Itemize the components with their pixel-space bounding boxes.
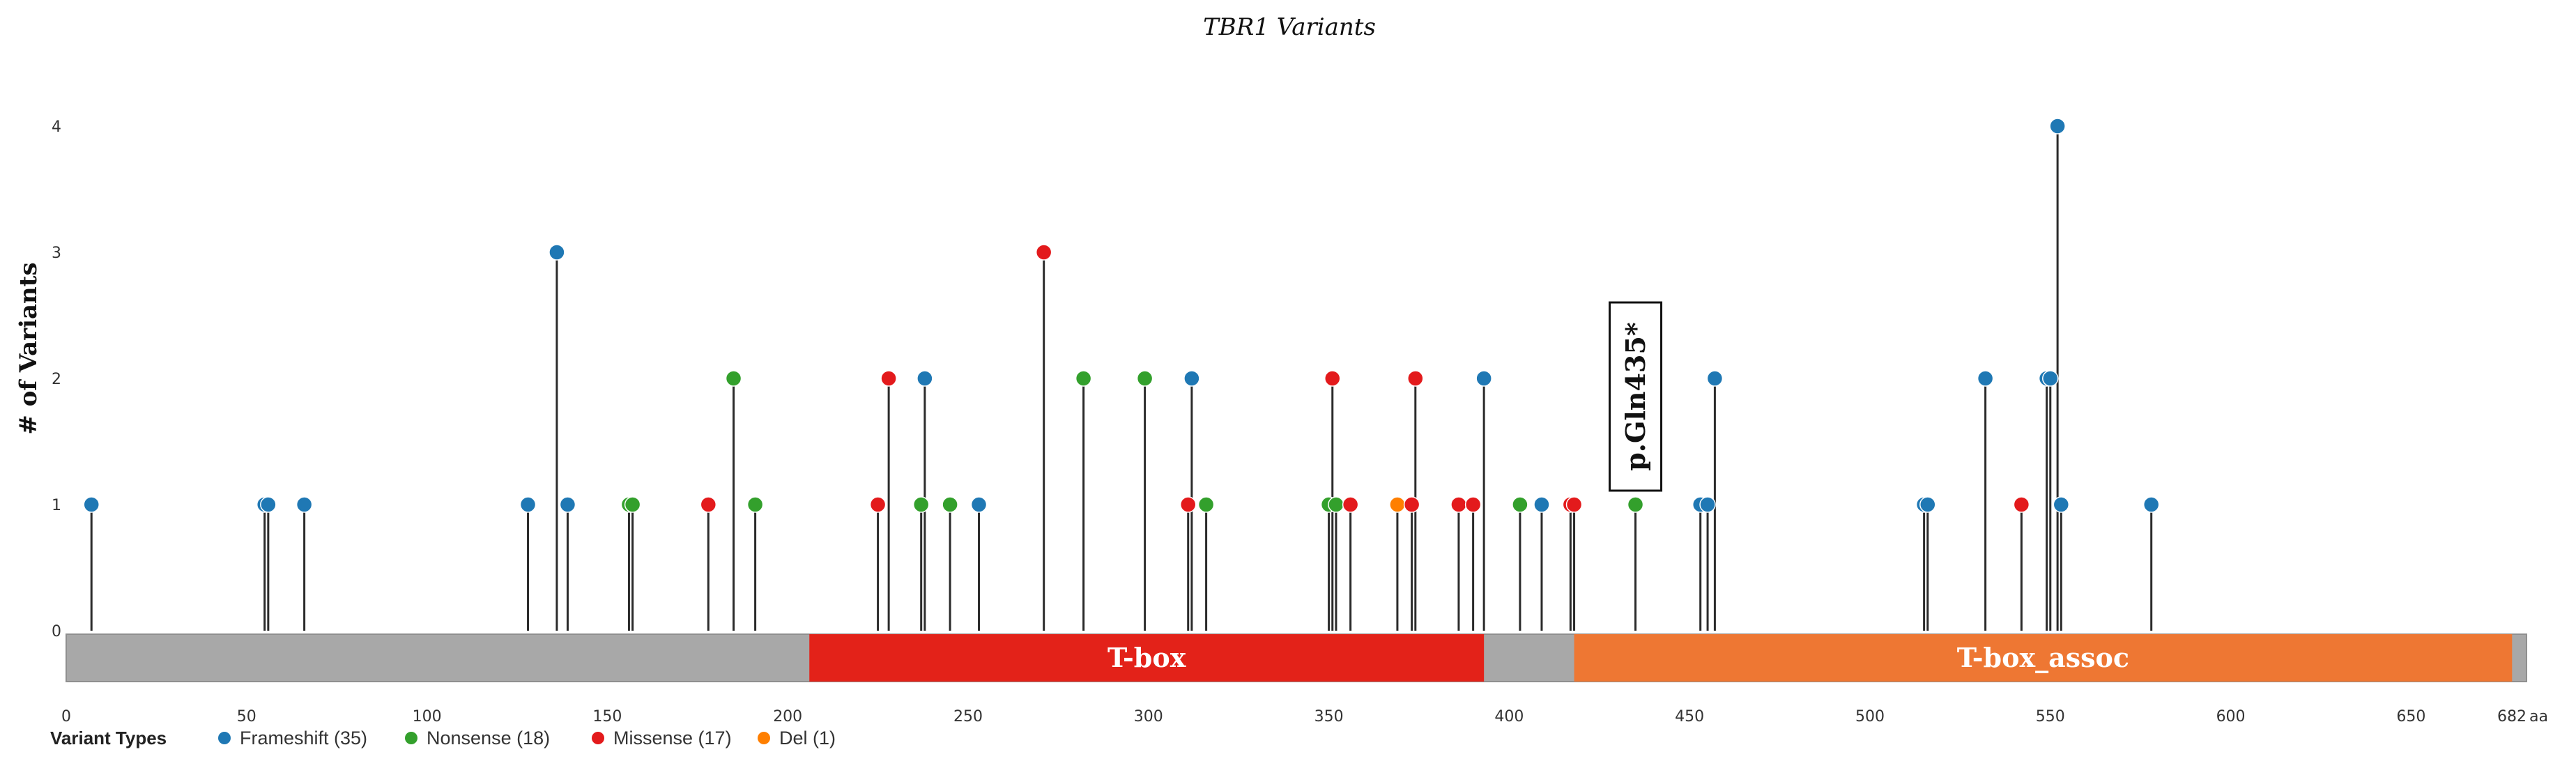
x-tick-label: 350 [1314,708,1344,725]
variant-nonsense-head[interactable] [725,370,742,387]
y-tick-label: 3 [52,245,61,262]
variant-missense-head[interactable] [1464,496,1482,513]
variant-frameshift-head[interactable] [970,496,988,513]
variant-frameshift-head[interactable] [2142,496,2160,513]
legend-frameshift-label: Frameshift (35) [240,728,367,748]
variant-missense-head[interactable] [1407,370,1424,387]
variant-frameshift-head[interactable] [559,496,576,513]
variant-frameshift-head[interactable] [1183,370,1200,387]
legend-del-label: Del (1) [779,728,836,748]
variant-missense-head[interactable] [1179,496,1197,513]
variant-frameshift-head[interactable] [1475,370,1492,387]
x-tick-label: 600 [2216,708,2246,725]
variant-frameshift-head[interactable] [260,496,277,513]
legend-title: Variant Types [50,728,167,748]
variant-del-head[interactable] [1389,496,1406,513]
variant-nonsense-head[interactable] [912,496,930,513]
variant-frameshift-head[interactable] [2042,370,2059,387]
x-tick-label: 400 [1494,708,1524,725]
legend: Variant Types Frameshift (35) Nonsense (1… [50,728,836,748]
y-tick-label: 2 [52,371,61,388]
variant-missense-head[interactable] [1324,370,1341,387]
x-tick-label: 300 [1134,708,1163,725]
y-tick-label: 1 [52,497,61,514]
variant-missense-head[interactable] [700,496,717,513]
x-tick-label: 150 [592,708,622,725]
x-tick-label: 550 [2036,708,2065,725]
x-tick-label: 250 [953,708,983,725]
x-tick-label: 650 [2396,708,2425,725]
domain-label: T-box_assoc [1957,642,2129,673]
variant-frameshift-head[interactable] [917,370,933,387]
legend-missense-swatch [592,732,604,744]
variant-missense-head[interactable] [880,370,897,387]
annotation-text: p.Gln435* [1620,322,1651,471]
x-tick-label: 100 [413,708,442,725]
variant-missense-head[interactable] [1565,496,1583,513]
variant-nonsense-head[interactable] [746,496,764,513]
variant-nonsense-head[interactable] [1075,370,1092,387]
y-axis-label: # of Variants [15,262,43,434]
variant-frameshift-head[interactable] [1533,496,1550,513]
variant-missense-head[interactable] [2013,496,2030,513]
x-axis: 0 50 100 150 200 250 300 350 400 450 500 550 600 650 6… [61,708,2548,725]
legend-nonsense-label: Nonsense (18) [427,728,550,748]
variant-frameshift-head[interactable] [296,496,313,513]
variant-missense-head[interactable] [1450,496,1467,513]
x-tick-label: 500 [1855,708,1885,725]
variant-nonsense-head[interactable] [1136,370,1153,387]
variant-nonsense-head[interactable] [1328,496,1344,513]
variant-frameshift-head[interactable] [2053,496,2070,513]
domain-label: T-box [1107,642,1186,673]
legend-nonsense-swatch [405,732,417,744]
y-axis: 0 1 2 3 4 [52,118,61,640]
variant-missense-head[interactable] [1403,496,1420,513]
x-tick-label: 200 [773,708,802,725]
variant-annotation: p.Gln435* [1609,301,1663,492]
variant-nonsense-head[interactable] [942,496,958,513]
variant-nonsense-head[interactable] [1512,496,1528,513]
x-axis-unit: aa [2529,708,2548,725]
variant-frameshift-head[interactable] [83,496,100,513]
variant-frameshift-head[interactable] [2049,118,2066,135]
legend-missense-label: Missense (17) [613,728,732,748]
variant-nonsense-head[interactable] [624,496,641,513]
annotation-box [1609,301,1663,492]
x-tick-label: 682 [2497,708,2527,725]
x-tick-label: 50 [237,708,256,725]
variant-frameshift-head[interactable] [1919,496,1936,513]
domain-t-box-assoc [1574,634,2513,682]
lollipop-stems [90,126,2153,631]
lollipop-heads [83,118,2160,513]
domain-t-box [809,634,1485,682]
legend-frameshift-swatch [218,732,231,744]
variant-frameshift-head[interactable] [1699,496,1716,513]
variant-missense-head[interactable] [869,496,887,513]
variant-frameshift-head[interactable] [549,244,565,261]
y-tick-label: 4 [52,118,61,136]
variant-nonsense-head[interactable] [1627,496,1644,513]
variant-frameshift-head[interactable] [1977,370,1994,387]
variant-frameshift-head[interactable] [1706,370,1724,387]
variant-frameshift-head[interactable] [519,496,537,513]
x-tick-label: 0 [61,708,71,725]
variant-missense-head[interactable] [1342,496,1359,513]
y-tick-label: 0 [52,623,61,640]
chart-title: TBR1 Variants [1203,13,1376,41]
legend-del-swatch [758,732,770,744]
protein-track: T-box T-box_assoc [66,633,2527,682]
variant-missense-head[interactable] [1035,244,1052,261]
x-tick-label: 450 [1675,708,1704,725]
variant-nonsense-head[interactable] [1197,496,1215,513]
